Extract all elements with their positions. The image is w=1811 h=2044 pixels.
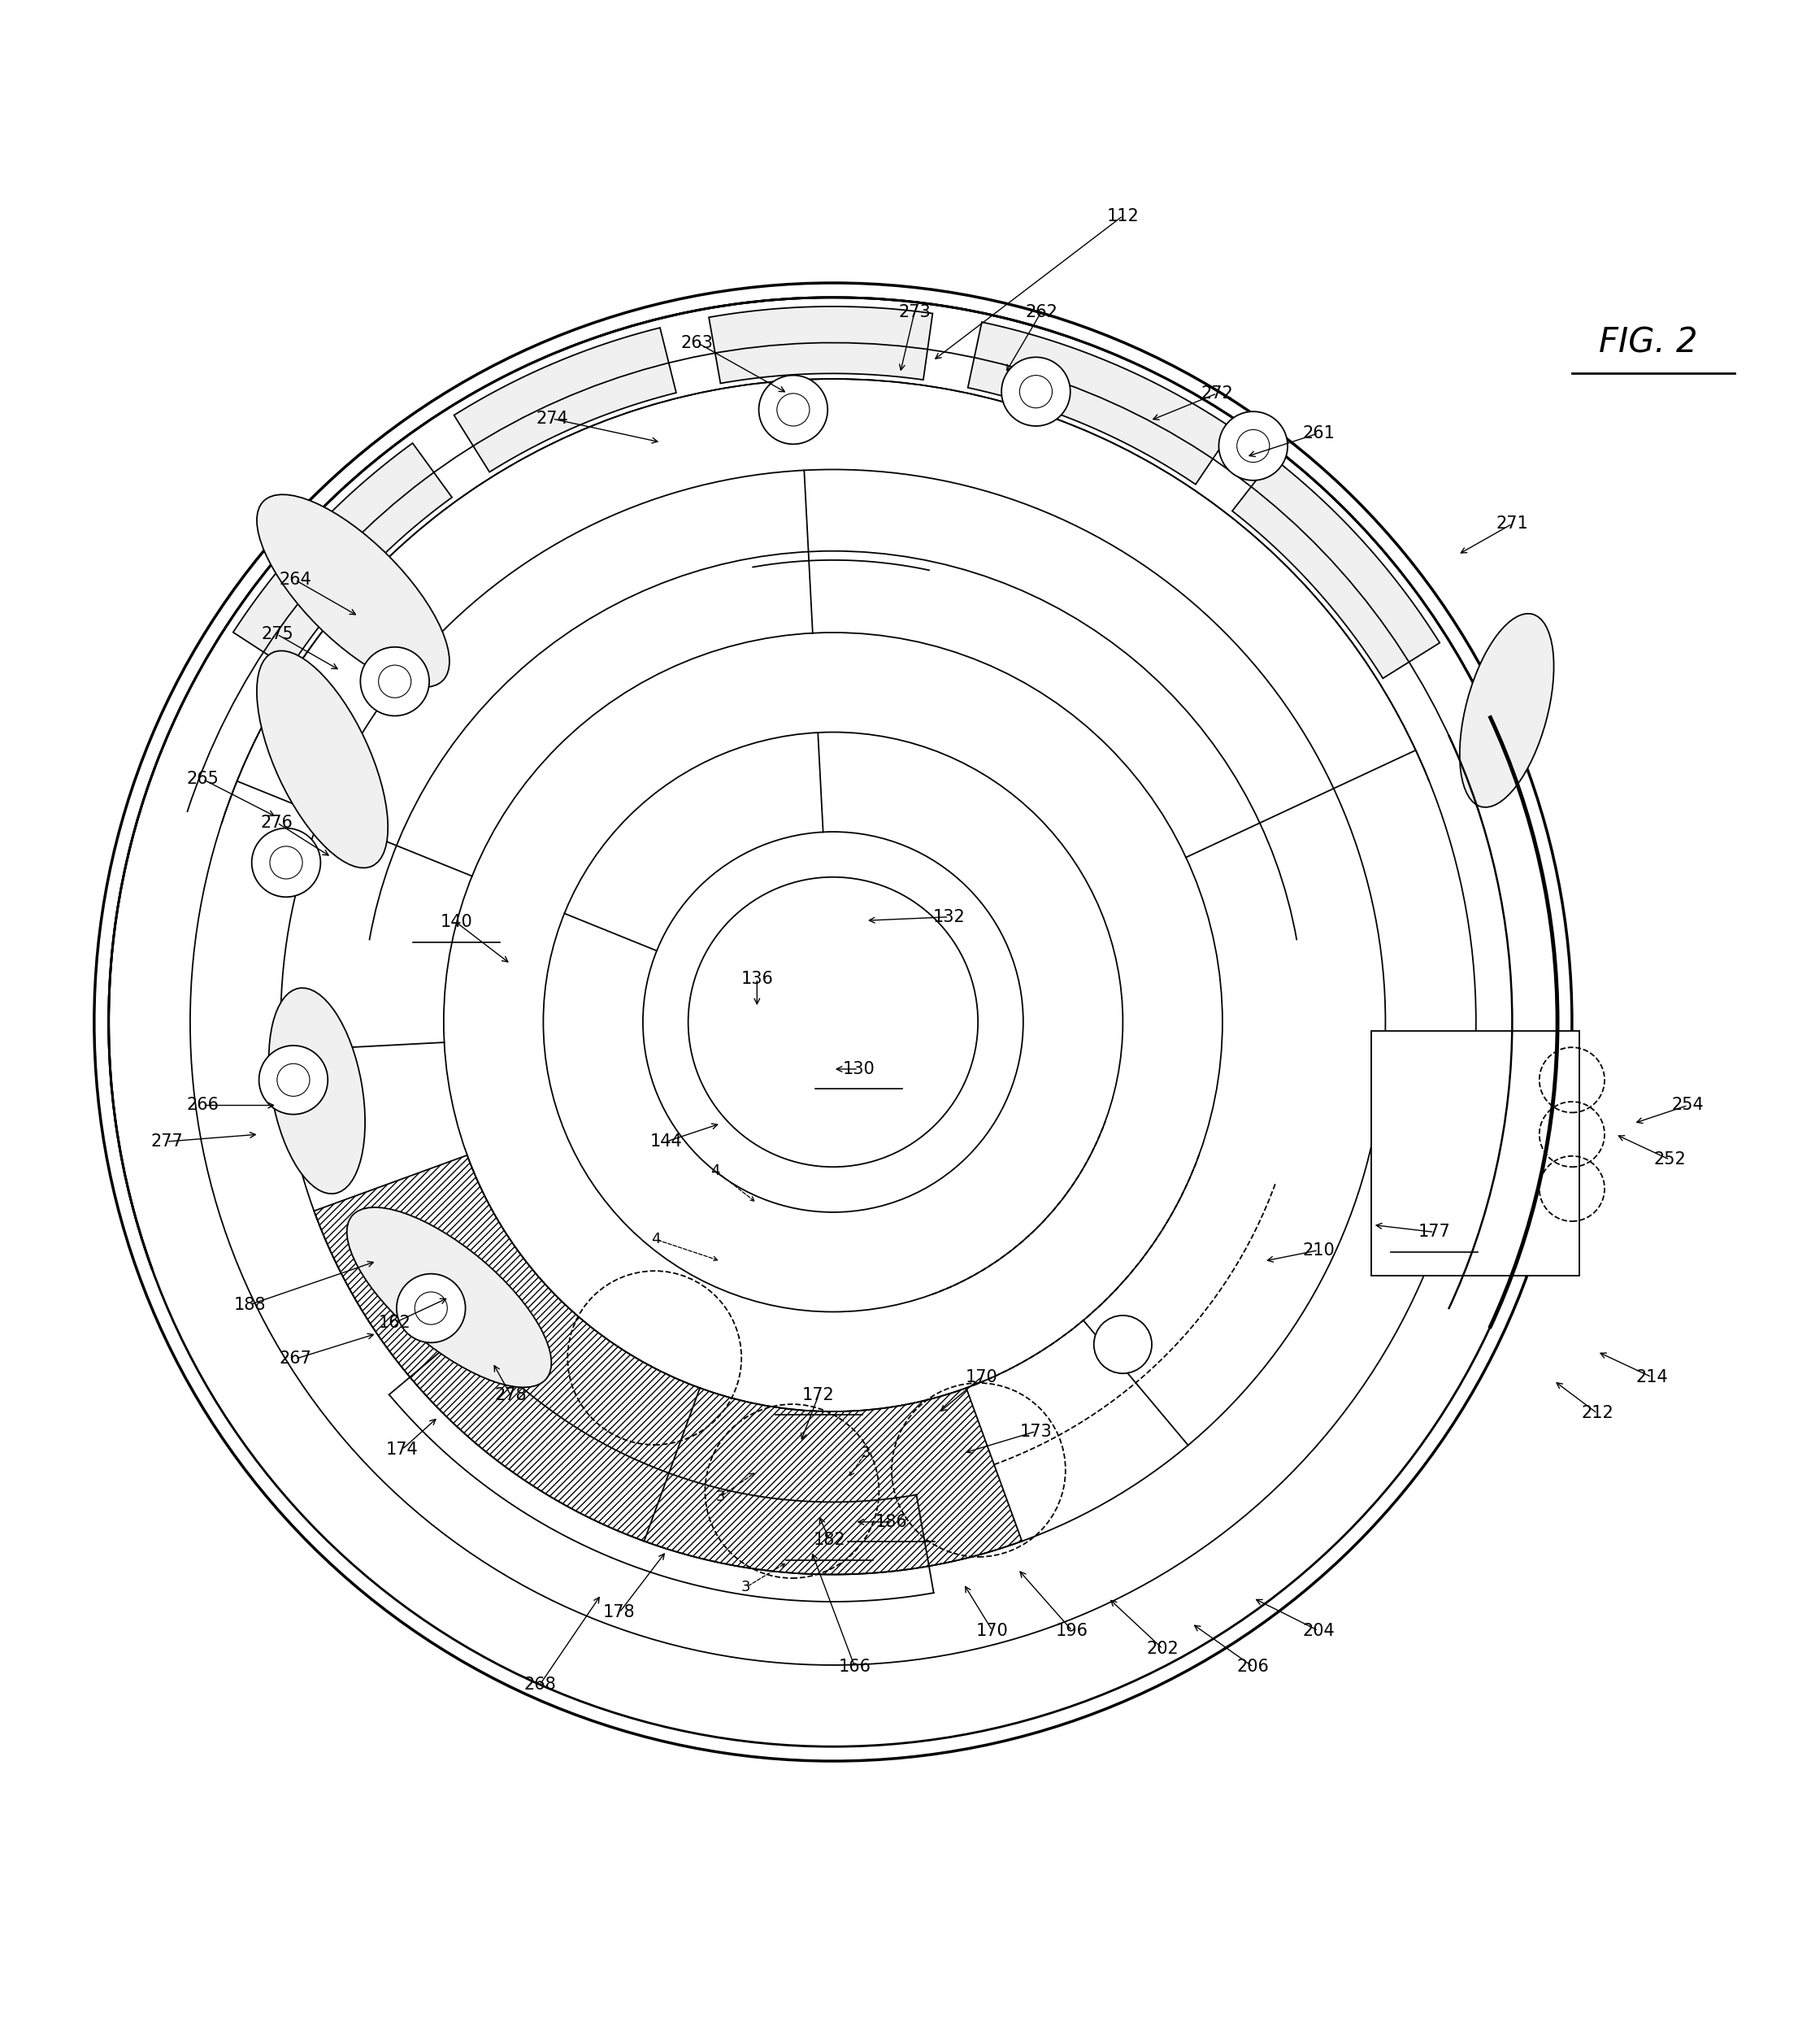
Ellipse shape (257, 495, 449, 687)
Text: 174: 174 (386, 1441, 418, 1457)
Circle shape (259, 1047, 328, 1114)
Circle shape (252, 828, 321, 897)
Text: FIG. 2: FIG. 2 (1599, 325, 1697, 360)
Text: 276: 276 (261, 816, 293, 830)
Text: 212: 212 (1581, 1404, 1614, 1421)
Text: 172: 172 (802, 1388, 835, 1404)
Text: 162: 162 (378, 1314, 411, 1331)
Text: 268: 268 (523, 1676, 556, 1692)
Text: 210: 210 (1302, 1243, 1335, 1259)
Text: 3: 3 (741, 1580, 752, 1594)
Circle shape (759, 376, 828, 444)
Text: 3: 3 (715, 1490, 726, 1504)
Text: 4: 4 (710, 1163, 721, 1177)
Text: 206: 206 (1237, 1660, 1270, 1674)
Text: 262: 262 (1025, 305, 1058, 321)
Text: 204: 204 (1302, 1623, 1335, 1639)
Text: 277: 277 (150, 1134, 183, 1149)
Circle shape (415, 1292, 447, 1325)
Text: 177: 177 (1418, 1224, 1451, 1241)
Circle shape (1237, 429, 1270, 462)
Polygon shape (967, 323, 1233, 484)
Text: 202: 202 (1146, 1641, 1179, 1658)
Text: 272: 272 (1201, 384, 1233, 401)
Circle shape (277, 1063, 310, 1096)
Ellipse shape (268, 987, 366, 1194)
Text: 274: 274 (536, 411, 569, 427)
Circle shape (1020, 376, 1052, 409)
FancyBboxPatch shape (1371, 1030, 1579, 1275)
Text: 275: 275 (261, 625, 293, 642)
Circle shape (1219, 411, 1288, 480)
Ellipse shape (257, 650, 388, 869)
Circle shape (1094, 1316, 1152, 1374)
Text: 182: 182 (813, 1531, 846, 1547)
Text: 130: 130 (842, 1061, 875, 1077)
Circle shape (397, 1273, 465, 1343)
Circle shape (360, 648, 429, 715)
Text: 271: 271 (1496, 515, 1528, 531)
Text: 132: 132 (933, 910, 965, 926)
Text: 254: 254 (1672, 1098, 1704, 1114)
Text: 278: 278 (494, 1388, 527, 1404)
Polygon shape (234, 444, 453, 668)
Text: 188: 188 (234, 1296, 266, 1312)
Circle shape (777, 392, 810, 425)
Text: 273: 273 (898, 305, 931, 321)
Text: 261: 261 (1302, 425, 1335, 442)
Text: 264: 264 (279, 572, 311, 589)
Text: 112: 112 (1107, 208, 1139, 225)
Polygon shape (455, 327, 676, 472)
Text: 196: 196 (1056, 1623, 1088, 1639)
Text: 173: 173 (1020, 1423, 1052, 1439)
Ellipse shape (348, 1208, 551, 1388)
Text: 267: 267 (279, 1351, 311, 1367)
Text: 186: 186 (875, 1515, 907, 1531)
Text: 136: 136 (741, 971, 773, 987)
Circle shape (378, 664, 411, 697)
Text: 4: 4 (650, 1233, 661, 1247)
Text: 144: 144 (650, 1134, 683, 1149)
Text: 140: 140 (440, 914, 473, 930)
Circle shape (1001, 358, 1070, 425)
Text: 170: 170 (965, 1369, 998, 1386)
Text: 252: 252 (1653, 1151, 1686, 1167)
Text: 170: 170 (976, 1623, 1009, 1639)
Text: 178: 178 (603, 1605, 636, 1621)
Text: 263: 263 (681, 335, 714, 352)
Text: 266: 266 (187, 1098, 219, 1114)
Ellipse shape (1460, 613, 1554, 807)
Polygon shape (313, 1155, 1021, 1574)
Polygon shape (708, 307, 933, 384)
Text: 214: 214 (1635, 1369, 1668, 1386)
Text: 3: 3 (860, 1445, 871, 1461)
Text: 166: 166 (838, 1660, 871, 1674)
Circle shape (270, 846, 302, 879)
Polygon shape (1231, 458, 1440, 679)
Text: 265: 265 (187, 771, 219, 787)
